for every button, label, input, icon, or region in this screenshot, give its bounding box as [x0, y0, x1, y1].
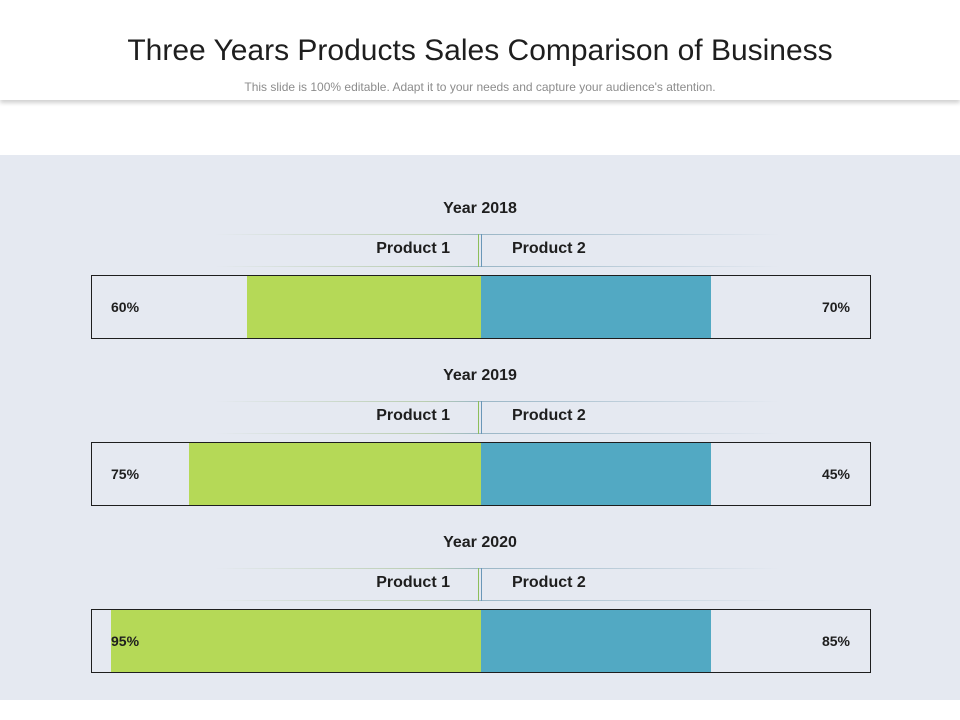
bar-product-1: [188, 443, 481, 505]
year-label: Year 2018: [443, 200, 517, 217]
bar-row: 60% 70%: [91, 275, 871, 339]
year-block: Year 2018 Product 1 Product 2 60% 70%: [0, 200, 960, 340]
year-block: Year 2020 Product 1 Product 2 95% 85%: [0, 534, 960, 674]
series-label-product-1: Product 1: [376, 574, 450, 591]
data-label-product-2: 45%: [821, 466, 850, 482]
bar-product-2: [481, 443, 711, 505]
year-label: Year 2019: [443, 367, 517, 384]
series-label-product-1: Product 1: [376, 240, 450, 257]
header-line-bottom: [215, 600, 480, 601]
bar-product-2: [481, 276, 711, 338]
header-line-top: [480, 401, 780, 402]
center-divider: [478, 401, 482, 434]
center-divider: [478, 234, 482, 267]
bar-row: 95% 85%: [91, 609, 871, 673]
series-label-product-1: Product 1: [376, 407, 450, 424]
header-line-bottom: [480, 266, 780, 267]
data-label-product-2: 85%: [821, 633, 850, 649]
data-label-product-1: 95%: [111, 633, 140, 649]
data-label-product-2: 70%: [821, 299, 850, 315]
year-block: Year 2019 Product 1 Product 2 75% 45%: [0, 367, 960, 507]
bar-product-2: [481, 610, 711, 672]
header-line-top: [215, 234, 480, 235]
series-label-product-2: Product 2: [512, 574, 586, 591]
header-line-top: [480, 568, 780, 569]
bar-row: 75% 45%: [91, 442, 871, 506]
header-line-bottom: [480, 600, 780, 601]
header-line-bottom: [215, 266, 480, 267]
header-line-bottom: [215, 433, 480, 434]
chart-title: Three Years Products Sales Comparison of…: [127, 34, 833, 67]
data-label-product-1: 75%: [111, 466, 140, 482]
slide-header: Three Years Products Sales Comparison of…: [0, 0, 960, 100]
header-line-bottom: [480, 433, 780, 434]
series-label-product-2: Product 2: [512, 407, 586, 424]
header-line-top: [215, 401, 480, 402]
header-line-top: [480, 234, 780, 235]
bar-product-1: [247, 276, 481, 338]
data-label-product-1: 60%: [111, 299, 140, 315]
chart-subtitle: This slide is 100% editable. Adapt it to…: [244, 80, 716, 94]
center-divider: [478, 568, 482, 601]
year-label: Year 2020: [443, 534, 517, 551]
series-label-product-2: Product 2: [512, 240, 586, 257]
header-line-top: [215, 568, 480, 569]
bar-product-1: [110, 610, 481, 672]
